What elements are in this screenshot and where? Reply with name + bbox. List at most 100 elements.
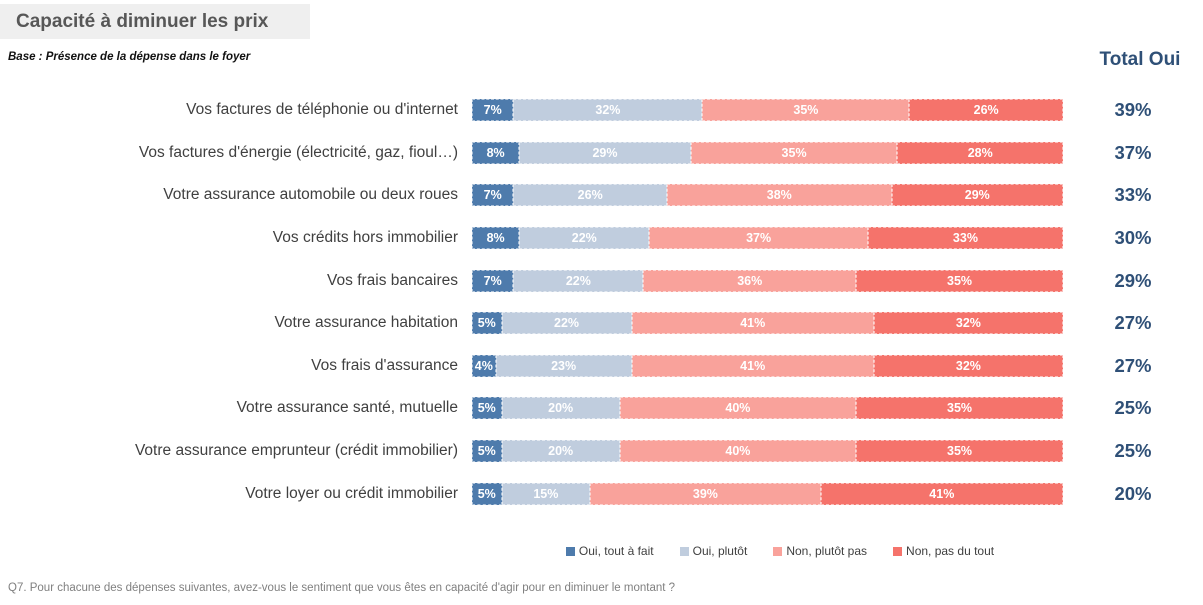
- segment-value: 8%: [486, 231, 505, 246]
- segment-value: 35%: [793, 103, 819, 118]
- bar-segment: 33%: [867, 227, 1063, 250]
- segment-value: 26%: [577, 188, 603, 203]
- segment-value: 22%: [571, 231, 597, 246]
- bar-segment: 41%: [631, 312, 874, 335]
- stacked-bar: 5% 20% 40% 35%: [472, 440, 1063, 463]
- total-oui-value: 27%: [1114, 312, 1152, 334]
- segment-value: 41%: [740, 316, 766, 331]
- segment-value: 15%: [533, 486, 559, 501]
- row-label: Votre assurance habitation: [274, 314, 458, 332]
- legend-swatch: [565, 546, 575, 556]
- total-oui-value: 27%: [1114, 354, 1152, 376]
- bar-segment: 32%: [873, 354, 1063, 377]
- segment-value: 29%: [964, 188, 990, 203]
- row-label: Votre assurance santé, mutuelle: [236, 399, 458, 417]
- bar-segment: 40%: [619, 440, 857, 463]
- segment-value: 7%: [483, 188, 502, 203]
- legend-label: Oui, tout à fait: [578, 544, 654, 558]
- total-oui-value: 37%: [1114, 141, 1152, 163]
- segment-value: 7%: [483, 273, 502, 288]
- segment-value: 5%: [477, 316, 496, 331]
- stacked-bar: 5% 15% 39% 41%: [472, 482, 1063, 505]
- segment-value: 7%: [483, 103, 502, 118]
- bar-segment: 39%: [590, 482, 821, 505]
- chart-row: Vos crédits hors immobilier 8% 22% 37% 33% 30…: [0, 217, 1203, 260]
- stacked-bar: 8% 22% 37% 33%: [472, 227, 1063, 250]
- bar-segment: 28%: [897, 141, 1063, 164]
- segment-value: 32%: [955, 316, 981, 331]
- bar-segment: 22%: [519, 227, 650, 250]
- chart-row: Vos factures de téléphonie ou d'internet…: [0, 89, 1203, 132]
- stacked-bar: 5% 20% 40% 35%: [472, 397, 1063, 420]
- total-oui-value: 39%: [1114, 99, 1152, 121]
- legend-swatch: [893, 546, 903, 556]
- bar-segment: 7%: [472, 269, 514, 292]
- bar-segment: 35%: [690, 141, 898, 164]
- bar-segment: 7%: [472, 184, 514, 207]
- segment-value: 39%: [692, 486, 718, 501]
- bar-segment: 35%: [856, 269, 1063, 292]
- bar-segment: 35%: [856, 397, 1063, 420]
- total-oui-value: 29%: [1114, 269, 1152, 291]
- base-note: Base : Présence de la dépense dans le fo…: [8, 51, 251, 63]
- row-label: Vos frais d'assurance: [311, 356, 458, 374]
- bar-segment: 15%: [501, 482, 591, 505]
- bar-segment: 37%: [649, 227, 868, 250]
- bar-segment: 8%: [472, 227, 520, 250]
- legend-item: Oui, tout à fait: [565, 544, 654, 558]
- segment-value: 33%: [952, 231, 978, 246]
- total-oui-value: 25%: [1114, 397, 1152, 419]
- total-oui-cell: 20%: [1063, 483, 1203, 505]
- segment-value: 20%: [548, 401, 574, 416]
- bar-segment: 41%: [631, 354, 874, 377]
- total-oui-cell: 25%: [1063, 397, 1203, 419]
- bar-segment: 35%: [702, 99, 910, 122]
- segment-value: 40%: [725, 444, 751, 459]
- total-oui-value: 33%: [1114, 184, 1152, 206]
- bar-segment: 5%: [472, 397, 502, 420]
- row-label: Votre assurance automobile ou deux roues: [163, 186, 458, 204]
- legend-label: Non, pas du tout: [906, 544, 995, 558]
- total-oui-value: 20%: [1114, 482, 1152, 504]
- bar-segment: 35%: [856, 440, 1063, 463]
- legend-label: Oui, plutôt: [692, 544, 748, 558]
- total-oui-cell: 25%: [1063, 440, 1203, 462]
- question-footnote: Q7. Pour chacune des dépenses suivantes,…: [8, 582, 676, 594]
- bar-segment: 26%: [909, 99, 1063, 122]
- stacked-bar: 5% 22% 41% 32%: [472, 312, 1063, 335]
- bar-segment: 36%: [643, 269, 857, 292]
- segment-value: 20%: [548, 444, 574, 459]
- total-oui-value: 25%: [1114, 440, 1152, 462]
- total-oui-cell: 29%: [1063, 270, 1203, 292]
- segment-value: 41%: [740, 358, 766, 373]
- bar-segment: 23%: [495, 354, 632, 377]
- chart-row: Vos frais d'assurance 4% 23% 41% 32% 27%: [0, 345, 1203, 388]
- bar-segment: 32%: [873, 312, 1063, 335]
- segment-value: 38%: [766, 188, 792, 203]
- bar-segment: 5%: [472, 482, 502, 505]
- segment-value: 37%: [746, 231, 772, 246]
- chart-row: Votre loyer ou crédit immobilier 5% 15% 39%…: [0, 472, 1203, 515]
- legend-swatch: [679, 546, 689, 556]
- segment-value: 22%: [554, 316, 580, 331]
- row-label: Vos factures d'énergie (électricité, gaz…: [138, 143, 458, 161]
- legend-item: Non, plutôt pas: [773, 544, 867, 558]
- segment-value: 35%: [947, 273, 973, 288]
- stacked-bar: 4% 23% 41% 32%: [472, 354, 1063, 377]
- chart-row: Votre assurance emprunteur (crédit immob…: [0, 430, 1203, 473]
- bar-segment: 29%: [519, 141, 691, 164]
- row-label: Votre assurance emprunteur (crédit immob…: [134, 442, 458, 460]
- segment-value: 41%: [929, 486, 955, 501]
- segment-value: 29%: [592, 145, 618, 160]
- total-oui-value: 30%: [1114, 227, 1152, 249]
- total-oui-header: Total Oui: [1099, 49, 1181, 70]
- bar-segment: 41%: [820, 482, 1063, 505]
- total-oui-cell: 27%: [1063, 355, 1203, 377]
- chart-row: Votre assurance automobile ou deux roues…: [0, 174, 1203, 217]
- segment-value: 26%: [973, 103, 999, 118]
- segment-value: 5%: [477, 401, 496, 416]
- bar-segment: 38%: [667, 184, 892, 207]
- total-oui-cell: 30%: [1063, 227, 1203, 249]
- segment-value: 28%: [967, 145, 993, 160]
